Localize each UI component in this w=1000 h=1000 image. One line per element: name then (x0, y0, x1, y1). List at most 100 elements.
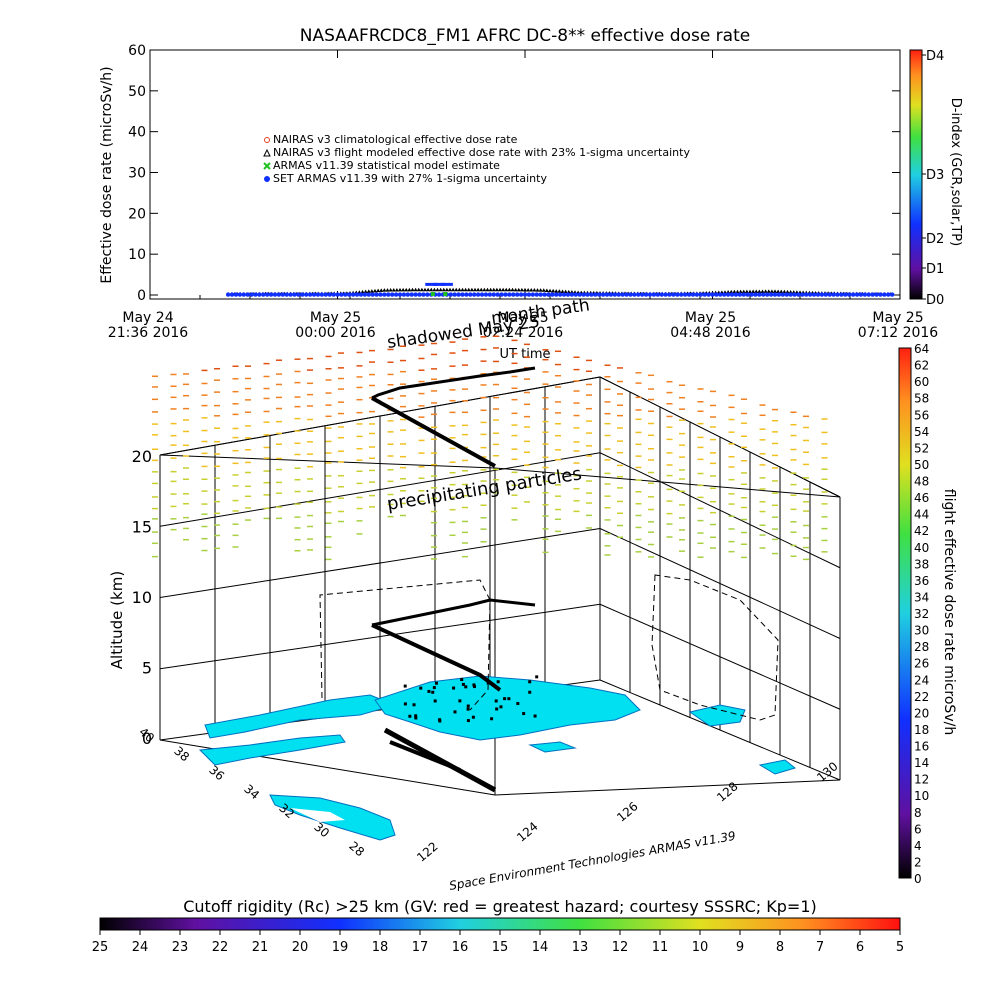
nairas-flight-point (544, 288, 549, 292)
set-armas-point (343, 292, 348, 297)
set-armas-point (722, 292, 727, 297)
nairas-flight-point (735, 289, 740, 294)
set-armas-point (534, 292, 539, 297)
nairas-flight-point (473, 287, 477, 292)
set-armas-point (233, 292, 239, 297)
flight-point-cluster (499, 705, 503, 709)
set-armas-point (249, 292, 254, 297)
flight-point-cluster (503, 697, 507, 701)
nairas-flight-point (744, 289, 749, 294)
set-armas-point (632, 292, 637, 297)
set-armas-point (436, 292, 442, 297)
latitude-tick-label: 36 (206, 763, 227, 784)
nairas-flight-point (460, 287, 465, 292)
dose-colorbar-tick-label: 36 (914, 574, 929, 588)
armas-high-point (433, 282, 446, 286)
set-armas-point (276, 292, 282, 297)
set-armas-point (264, 292, 270, 297)
top-x-tick-time: 07:12 2016 (858, 325, 939, 341)
set-armas-point (354, 292, 360, 297)
nairas-flight-point (435, 287, 440, 292)
nairas-flight-point (466, 287, 471, 292)
set-armas-point (651, 292, 657, 297)
top-y-ticks: 0 10 20 30 40 50 60 (128, 43, 900, 304)
nairas-flight-point (763, 289, 768, 293)
nairas-flight-point (788, 289, 793, 294)
set-armas-point (483, 292, 489, 297)
nairas-flight-point (432, 287, 437, 292)
top-x-tick-date: May 25 (872, 310, 923, 326)
set-armas-point (284, 292, 289, 297)
rigidity-ground-map (198, 574, 797, 841)
dose-colorbar-tick-label: 40 (914, 541, 929, 555)
set-armas-point (847, 292, 852, 297)
flight-point-cluster (419, 686, 423, 690)
dose-colorbar-tick-label: 54 (914, 425, 929, 439)
nairas-flight-point (504, 287, 509, 292)
dose-colorbar-tick-label: 30 (914, 624, 929, 638)
cutoff-tick-label: 10 (692, 940, 709, 955)
set-armas-point (323, 292, 328, 297)
flight-point-cluster (458, 699, 462, 703)
longitude-tick-label: 122 (414, 839, 441, 864)
nairas-flight-point (491, 287, 496, 292)
set-armas-point (417, 292, 422, 297)
set-armas-point (796, 292, 801, 297)
nairas-flight-point (529, 288, 534, 292)
set-armas-point (854, 292, 860, 297)
set-armas-point (663, 292, 668, 297)
flight-point-cluster (490, 717, 494, 721)
flight-point-cluster (466, 704, 470, 708)
altitude-ticks: 0 5 10 15 20 (132, 447, 152, 748)
flight-track-top-segment (371, 366, 536, 400)
nairas-flight-point (426, 287, 431, 292)
set-armas-point (639, 292, 645, 297)
dose-colorbar-tick-label: 22 (914, 690, 929, 704)
top-x-tick-time: 21:36 2016 (108, 325, 189, 341)
set-armas-point (874, 292, 879, 297)
flight-point-cluster (466, 719, 470, 723)
set-armas-point (761, 292, 766, 297)
set-armas-point (409, 292, 414, 297)
nairas-flight-point (526, 287, 531, 292)
nairas-flight-point (385, 288, 390, 292)
dose-colorbar-tick-label: 58 (914, 392, 929, 406)
flight-point-cluster (495, 707, 499, 711)
set-armas-point (878, 292, 883, 297)
set-armas-point (858, 292, 864, 297)
set-armas-point (475, 292, 481, 297)
set-armas-point (499, 292, 504, 297)
set-armas-point (573, 292, 578, 297)
d-index-ticks: D0 D1 D2 D3 D4 (922, 49, 944, 308)
cutoff-tick-label: 16 (452, 940, 469, 955)
dose-colorbar-tick-label: 16 (914, 740, 929, 754)
set-armas-point (397, 292, 403, 297)
d-index-tick-label: D1 (926, 262, 944, 277)
box-edge-right-top (494, 467, 841, 498)
flight-point-cluster (412, 703, 416, 707)
set-armas-point (378, 292, 383, 297)
d-index-label: D-index (GCR,solar,TP) (948, 98, 963, 246)
cutoff-title: Cutoff rigidity (Rc) >25 km (GV: red = g… (183, 897, 817, 916)
set-armas-point (304, 292, 309, 297)
set-armas-point (347, 292, 352, 297)
set-armas-point (628, 292, 633, 297)
nairas-flight-point (429, 287, 434, 292)
nairas-flight-point (494, 287, 499, 292)
set-armas-point (487, 292, 493, 297)
longitude-tick-label: 128 (714, 779, 741, 804)
flight-point-cluster (414, 716, 418, 720)
set-armas-point (882, 292, 887, 297)
flight-path (371, 366, 539, 793)
flight-point-cluster (461, 682, 465, 686)
set-armas-point (823, 292, 828, 297)
set-armas-point (495, 292, 500, 297)
latitude-tick-label: 40 (136, 725, 157, 746)
legend-label: NAIRAS v3 flight modeled effective dose … (273, 146, 690, 159)
flight-point-cluster (528, 680, 532, 684)
dose-colorbar-tick-label: 42 (914, 524, 929, 538)
dose-colorbar-tick-label: 44 (914, 508, 929, 522)
set-armas-point (456, 292, 461, 297)
set-armas-point (624, 292, 629, 297)
